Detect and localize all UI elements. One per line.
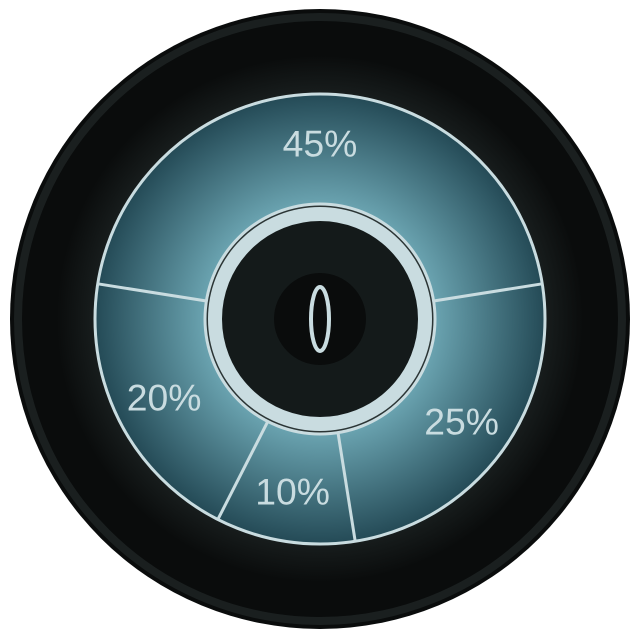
donut-chart-svg — [0, 0, 640, 638]
hub-slot — [311, 287, 329, 351]
donut-chart: 45%25%10%20% — [0, 0, 640, 638]
